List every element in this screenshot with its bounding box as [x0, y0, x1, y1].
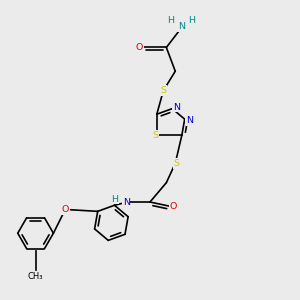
- Text: O: O: [169, 202, 177, 211]
- Text: O: O: [61, 205, 69, 214]
- Text: H: H: [111, 194, 118, 203]
- Text: CH₃: CH₃: [28, 272, 43, 281]
- Text: H: H: [188, 16, 195, 25]
- Text: S: S: [174, 159, 180, 168]
- Text: O: O: [136, 43, 143, 52]
- Text: N: N: [178, 22, 185, 31]
- Text: H: H: [167, 16, 174, 25]
- Text: N: N: [173, 103, 180, 112]
- Text: S: S: [160, 86, 166, 95]
- Text: N: N: [123, 198, 130, 207]
- Text: N: N: [186, 116, 193, 125]
- Text: S: S: [152, 131, 158, 140]
